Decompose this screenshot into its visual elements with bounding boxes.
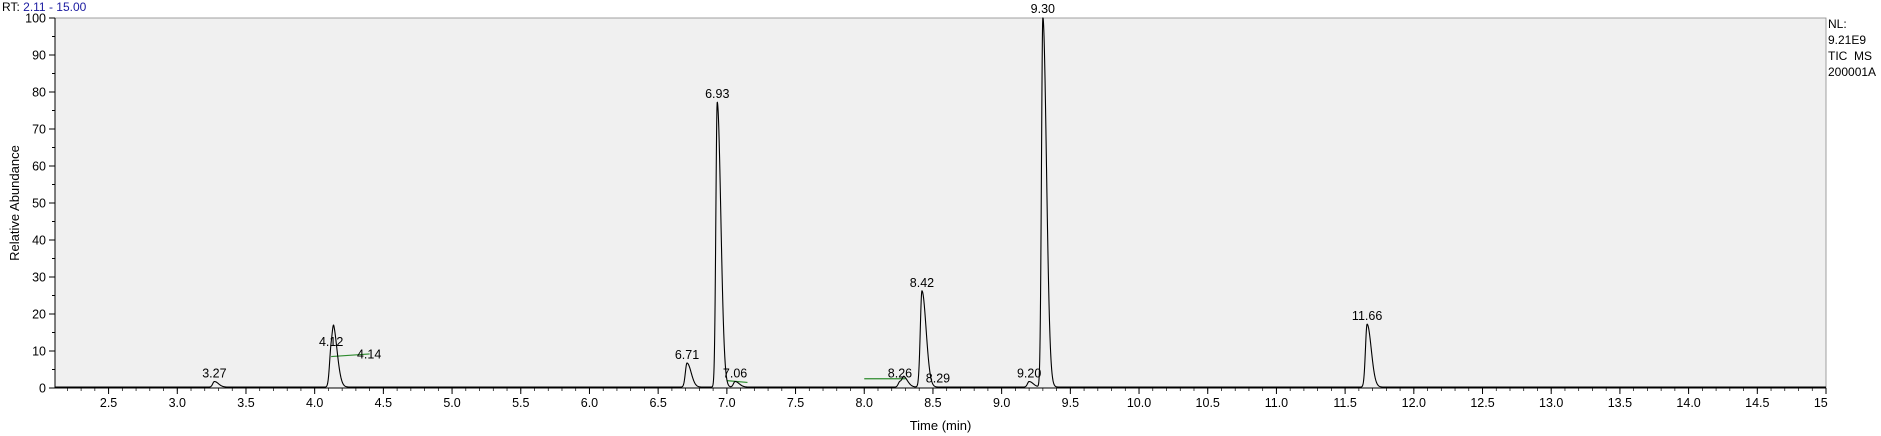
x-tick-label: 8.5 (924, 396, 941, 410)
y-tick-label: 20 (32, 308, 46, 322)
peak-label: 4.14 (357, 348, 381, 362)
y-tick-label: 10 (32, 345, 46, 359)
x-tick-label: 5.0 (443, 396, 460, 410)
peak-label: 6.93 (705, 87, 729, 101)
y-axis-title: Relative Abundance (7, 145, 22, 261)
peak-label: 6.71 (675, 348, 699, 362)
x-tick-label: 3.5 (237, 396, 254, 410)
peak-label: 7.06 (723, 366, 747, 380)
x-tick-label: 6.5 (649, 396, 666, 410)
x-tick-label: 13.5 (1608, 396, 1632, 410)
x-tick-label: 11.0 (1265, 396, 1288, 410)
y-tick-label: 50 (32, 197, 46, 211)
x-tick-label: 14.5 (1745, 396, 1769, 410)
y-tick-label: 0 (39, 382, 46, 396)
x-tick-label: 8.0 (856, 396, 873, 410)
rt-range-value: 2.11 - 15.00 (23, 0, 87, 14)
x-axis-title: Time (min) (910, 418, 972, 433)
x-tick-label: 6.0 (581, 396, 598, 410)
x-tick-label: 12.0 (1402, 396, 1426, 410)
x-tick-label: 11.5 (1333, 396, 1356, 410)
tic-trace-line (55, 17, 1826, 388)
peak-label: 3.27 (202, 366, 226, 380)
integration-baseline-marker (726, 380, 748, 384)
peak-label: 9.20 (1017, 366, 1041, 380)
y-tick-label: 30 (32, 271, 46, 285)
x-tick-label: 15.0 (1814, 396, 1828, 410)
x-tick-label: 5.5 (512, 396, 529, 410)
y-tick-label: 90 (32, 49, 46, 63)
x-tick-label: 2.5 (100, 396, 117, 410)
peak-label: 11.66 (1352, 309, 1382, 323)
x-tick-label: 4.0 (306, 396, 323, 410)
x-tick-label: 9.0 (993, 396, 1010, 410)
file-name: 200001A (1828, 65, 1877, 79)
y-tick-label: 70 (32, 123, 46, 137)
rt-prefix: RT: (2, 0, 20, 14)
x-tick-label: 10.5 (1196, 396, 1220, 410)
y-tick-label: 100 (25, 12, 46, 26)
x-tick-label: 7.5 (787, 396, 804, 410)
peak-label: 8.42 (910, 276, 934, 290)
x-tick-label: 7.0 (718, 396, 735, 410)
x-tick-label: 13.0 (1539, 396, 1563, 410)
trace-type: TIC MS (1828, 49, 1872, 63)
y-tick-label: 60 (32, 160, 46, 174)
peak-label: 8.29 (926, 372, 950, 386)
x-tick-label: 3.0 (169, 396, 186, 410)
normalization-info: NL: 9.21E9 TIC MS 200001A (1828, 16, 1876, 80)
nl-label: NL: (1828, 17, 1847, 31)
x-tick-label: 14.0 (1676, 396, 1700, 410)
x-tick-label: 4.5 (375, 396, 392, 410)
peak-label: 8.26 (888, 366, 912, 380)
chromatogram-chart: 2.5 3.0 3.5 4.0 4.5 5.0 5.5 6.0 6.5 7.0 7.5 8.0 8.5 9… (7, 2, 1828, 433)
x-tick-label: 9.5 (1062, 396, 1079, 410)
peak-label: 4.12 (319, 335, 343, 349)
y-tick-label: 40 (32, 234, 46, 248)
peak-label: 9.30 (1031, 2, 1055, 16)
rt-range-header: RT: 2.11 - 15.00 (2, 0, 86, 14)
y-tick-label: 80 (32, 86, 46, 100)
plot-area (54, 17, 1827, 389)
x-tick-label: 12.5 (1470, 396, 1494, 410)
x-tick-label: 10.0 (1127, 396, 1151, 410)
nl-value: 9.21E9 (1828, 33, 1867, 47)
